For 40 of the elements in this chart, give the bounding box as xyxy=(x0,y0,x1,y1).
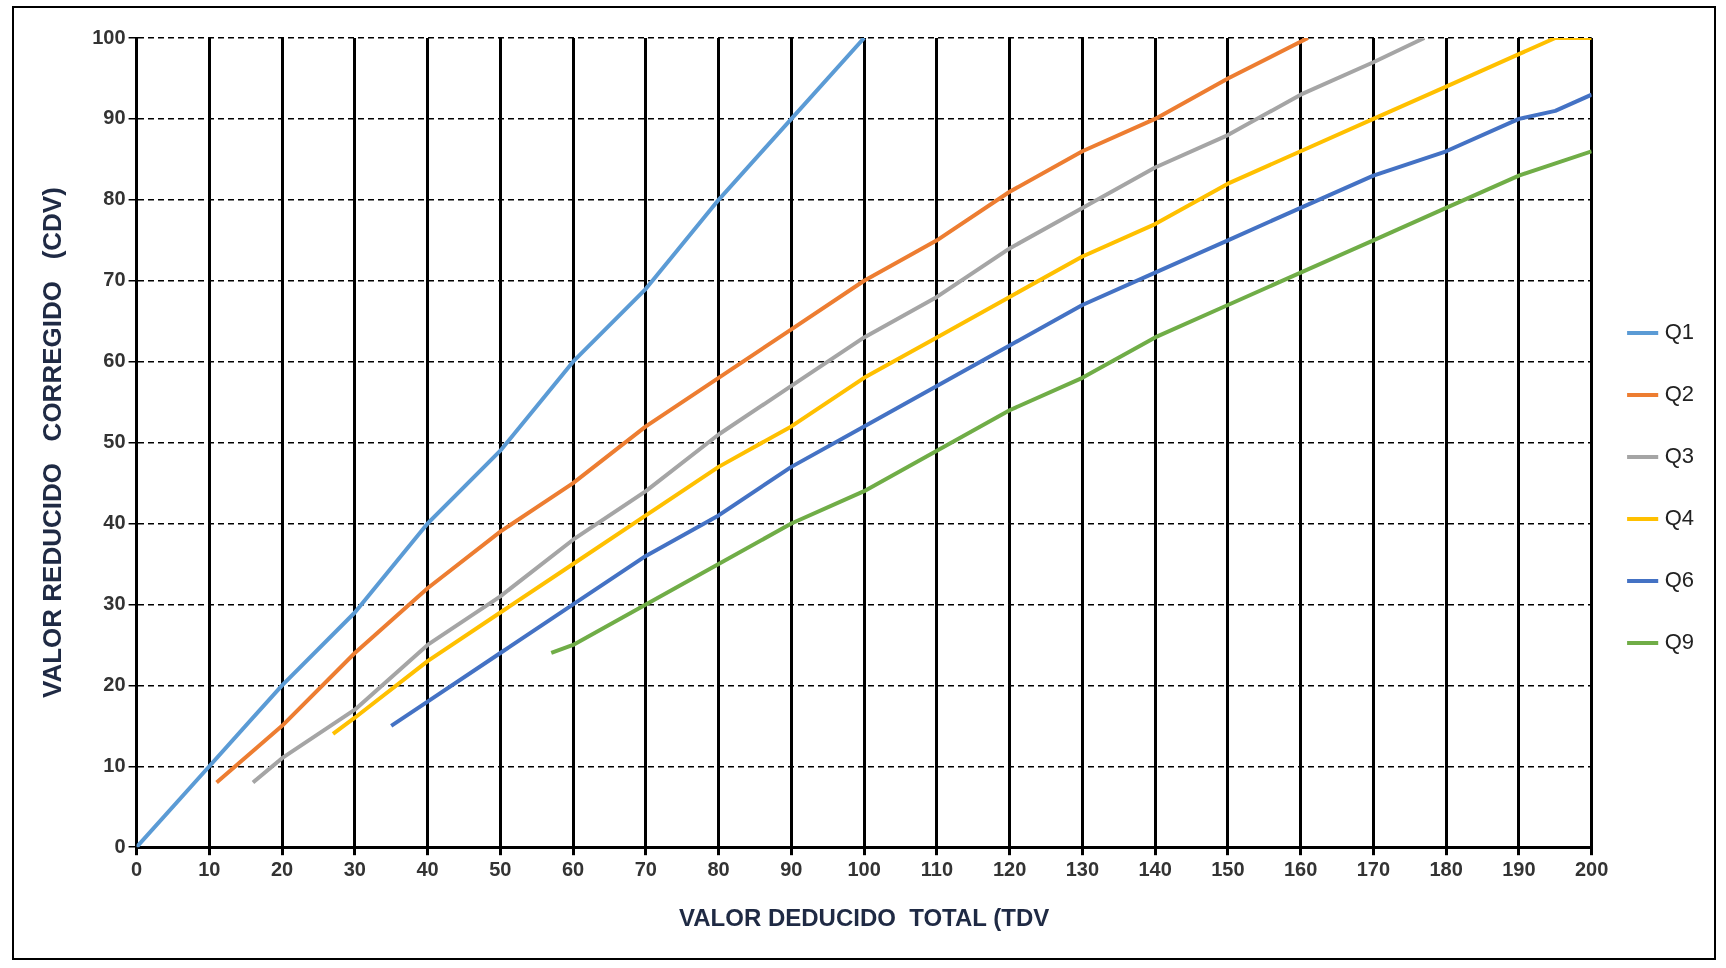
y-tick-label: 40 xyxy=(103,511,126,534)
legend-label: Q3 xyxy=(1664,443,1695,469)
y-tick-label: 90 xyxy=(103,106,126,129)
x-tick-label: 10 xyxy=(198,857,221,880)
y-tick-label: 0 xyxy=(114,834,126,857)
x-tick-label: 70 xyxy=(634,857,657,880)
x-tick-label: 100 xyxy=(847,857,881,880)
x-tick-label: 200 xyxy=(1574,857,1609,880)
legend-label: Q2 xyxy=(1664,381,1695,407)
x-tick-label: 150 xyxy=(1211,857,1245,880)
x-tick-label: 130 xyxy=(1065,857,1100,880)
y-tick-label: 100 xyxy=(92,25,126,48)
x-tick-label: 160 xyxy=(1283,857,1318,880)
x-tick-label: 190 xyxy=(1502,857,1536,880)
legend-label: Q6 xyxy=(1664,567,1695,593)
legend-label: Q9 xyxy=(1664,629,1695,655)
x-tick-label: 140 xyxy=(1138,857,1172,880)
x-tick-label: 90 xyxy=(780,857,803,880)
x-tick-label: 60 xyxy=(561,857,585,880)
y-tick-label: 70 xyxy=(103,268,126,291)
y-axis-title: VALOR REDUCIDO CORREGIDO (CDV) xyxy=(36,187,67,699)
x-tick-label: 120 xyxy=(992,857,1027,880)
y-tick-label: 30 xyxy=(103,591,126,614)
x-tick-label: 40 xyxy=(416,857,439,880)
y-tick-label: 60 xyxy=(103,349,126,372)
y-tick-label: 10 xyxy=(103,753,126,776)
x-axis-title: VALOR DEDUCIDO TOTAL (TDV xyxy=(679,904,1050,932)
y-tick-label: 20 xyxy=(103,672,126,695)
x-tick-label: 110 xyxy=(920,857,953,880)
x-tick-label: 0 xyxy=(131,857,143,880)
y-tick-label: 80 xyxy=(103,187,126,210)
legend-label: Q1 xyxy=(1664,319,1695,345)
y-tick-label: 50 xyxy=(103,430,126,453)
x-tick-label: 80 xyxy=(707,857,730,880)
x-tick-label: 180 xyxy=(1429,857,1463,880)
legend-label: Q4 xyxy=(1664,505,1695,531)
x-tick-label: 50 xyxy=(489,857,512,880)
x-tick-label: 30 xyxy=(343,857,366,880)
x-tick-label: 20 xyxy=(270,857,294,880)
x-tick-label: 170 xyxy=(1356,857,1391,880)
